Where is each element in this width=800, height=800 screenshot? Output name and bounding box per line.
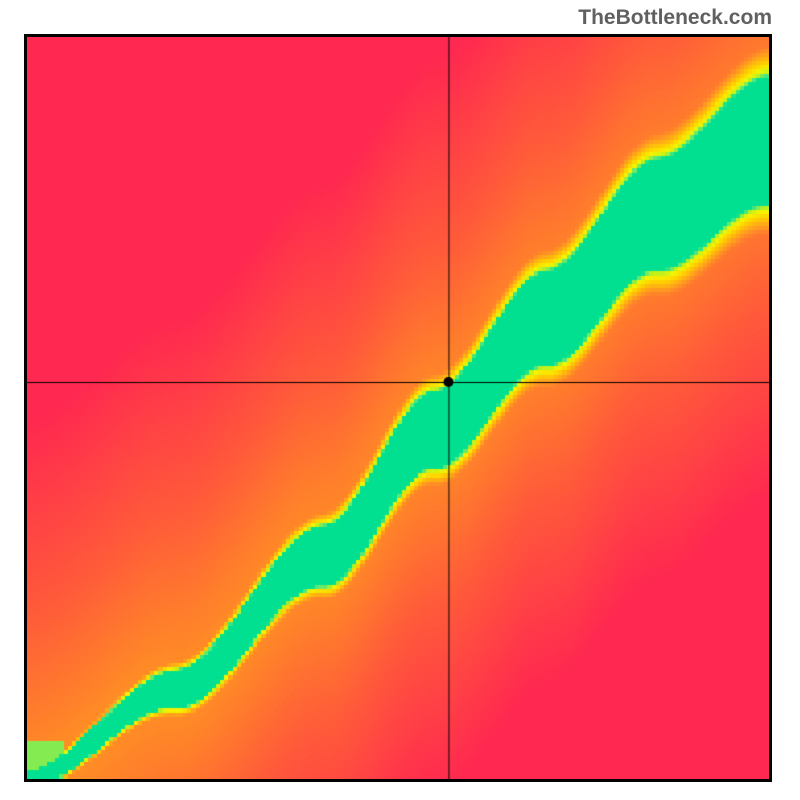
watermark-text: TheBottleneck.com: [578, 6, 772, 30]
chart-container: TheBottleneck.com: [0, 0, 800, 800]
bottleneck-heatmap: [27, 37, 769, 779]
plot-frame: [24, 34, 772, 782]
